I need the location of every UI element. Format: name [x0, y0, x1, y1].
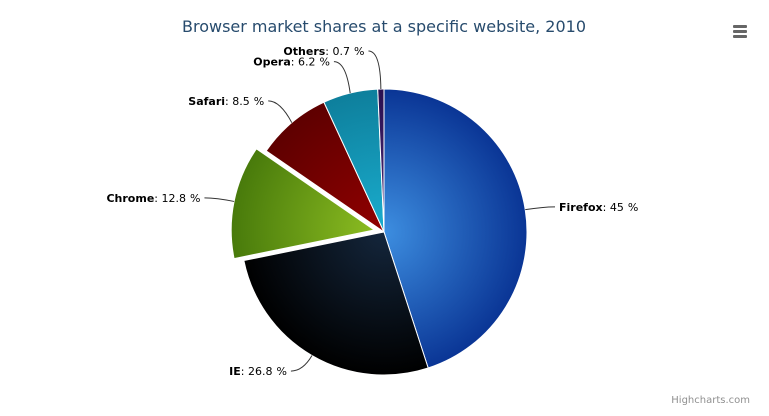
label-value: 0.7	[333, 45, 351, 58]
label-sep: :	[154, 192, 161, 205]
label-connector	[290, 355, 313, 372]
menu-button[interactable]	[732, 23, 748, 39]
data-label-ie: IE: 26.8%	[229, 365, 287, 378]
credits-link[interactable]: Highcharts.com	[671, 395, 750, 406]
data-label-firefox: Firefox: 45%	[559, 201, 638, 214]
label-name: Firefox	[559, 201, 603, 214]
label-unit: %	[628, 201, 638, 214]
label-value: 45	[610, 201, 624, 214]
pie-slice-others[interactable]	[377, 88, 385, 233]
label-connector	[204, 197, 235, 202]
data-label-others: Others: 0.7%	[283, 45, 364, 58]
label-name: IE	[229, 365, 241, 378]
label-connector	[525, 206, 556, 211]
label-name: Chrome	[106, 192, 154, 205]
label-sep: :	[225, 95, 232, 108]
label-unit: %	[354, 45, 364, 58]
data-label-opera: Opera: 6.2%	[253, 56, 330, 69]
label-connector	[333, 61, 351, 94]
label-unit: %	[254, 95, 264, 108]
label-value: 26.8	[248, 365, 273, 378]
pie-slice-firefox[interactable]	[383, 88, 528, 369]
label-sep: :	[325, 45, 332, 58]
label-unit: %	[276, 365, 286, 378]
data-label-safari: Safari: 8.5%	[188, 95, 264, 108]
label-value: 8.5	[232, 95, 250, 108]
label-connector	[368, 50, 382, 90]
pie-slice-ie[interactable]	[243, 231, 429, 376]
menu-icon	[733, 25, 747, 38]
label-unit: %	[190, 192, 200, 205]
data-label-chrome: Chrome: 12.8%	[106, 192, 200, 205]
label-connector	[268, 100, 293, 123]
data-labels: Firefox: 45 %IE: 26.8 %Chrome: 12.8 %Safari…	[106, 45, 638, 378]
label-name: Opera	[253, 56, 291, 69]
label-sep: :	[291, 56, 298, 69]
chart-title: Browser market shares at a specific webs…	[182, 17, 586, 36]
pie-slices	[230, 88, 528, 376]
label-sep: :	[603, 201, 610, 214]
label-unit: %	[319, 56, 329, 69]
label-value: 12.8	[161, 192, 186, 205]
label-name: Safari	[188, 95, 225, 108]
label-value: 6.2	[298, 56, 316, 69]
label-sep: :	[241, 365, 248, 378]
label-name: Others	[283, 45, 325, 58]
